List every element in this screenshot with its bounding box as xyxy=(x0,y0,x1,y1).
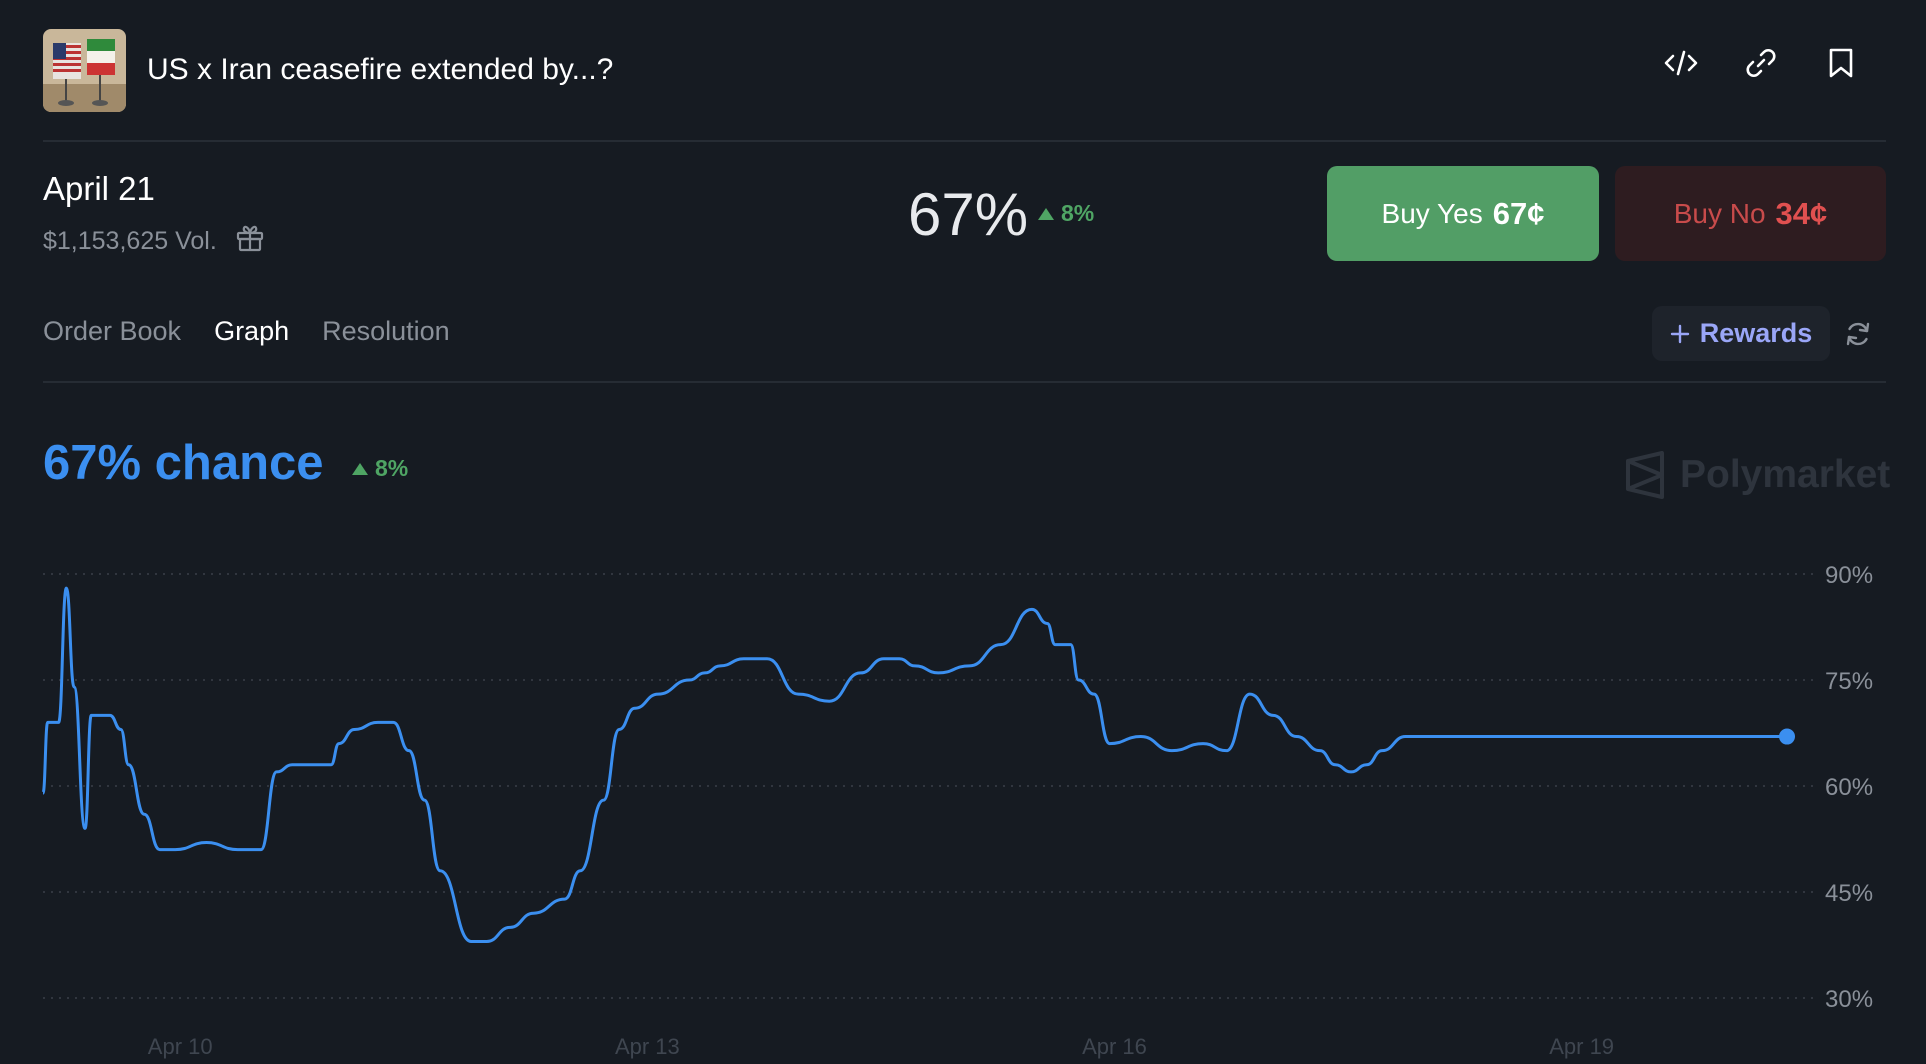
y-tick-label: 75% xyxy=(1825,668,1873,695)
link-icon[interactable] xyxy=(1744,46,1778,80)
y-tick-label: 90% xyxy=(1825,562,1873,589)
volume-text: $1,153,625 Vol. xyxy=(43,227,217,255)
y-tick-label: 45% xyxy=(1825,880,1873,907)
series-line xyxy=(41,586,1787,943)
tab-bar: Order Book Graph Resolution xyxy=(43,316,450,347)
polymarket-logo-icon xyxy=(1626,451,1664,499)
x-tick-label: Apr 10 xyxy=(148,1034,213,1059)
header-divider xyxy=(43,140,1886,142)
bookmark-icon[interactable] xyxy=(1824,46,1858,80)
x-tick-label: Apr 16 xyxy=(1082,1034,1147,1059)
buy-yes-button[interactable]: Buy Yes 67¢ xyxy=(1327,166,1599,261)
buy-no-label: Buy No xyxy=(1673,197,1766,229)
last-point-marker[interactable] xyxy=(1779,728,1795,745)
tab-resolution[interactable]: Resolution xyxy=(322,316,450,346)
tab-order-book[interactable]: Order Book xyxy=(43,316,182,346)
x-tick-label: Apr 13 xyxy=(615,1034,680,1059)
rewards-label: Rewards xyxy=(1699,318,1813,348)
tabs-divider xyxy=(43,381,1886,383)
change-value: 8% xyxy=(1061,200,1095,226)
y-tick-label: 60% xyxy=(1825,774,1873,801)
buy-no-button[interactable]: Buy No 34¢ xyxy=(1615,166,1886,261)
market-thumbnail xyxy=(43,28,126,112)
rewards-button[interactable]: Rewards xyxy=(1652,306,1830,361)
header-actions xyxy=(1664,46,1858,80)
market-date: April 21 xyxy=(43,170,155,207)
gift-icon[interactable] xyxy=(235,223,265,260)
buy-no-price: 34¢ xyxy=(1775,195,1828,231)
up-arrow-icon xyxy=(1038,207,1054,220)
watermark-text: Polymarket xyxy=(1680,453,1891,496)
market-header: US x Iran ceasefire extended by...? xyxy=(43,28,1886,112)
embed-icon[interactable] xyxy=(1664,46,1698,80)
market-volume: $1,153,625 Vol. xyxy=(43,223,265,260)
chance-change: 8% xyxy=(352,455,408,482)
chance-change-value: 8% xyxy=(375,455,409,481)
refresh-icon[interactable] xyxy=(1840,316,1876,352)
buy-yes-price: 67¢ xyxy=(1492,195,1545,231)
buy-yes-label: Buy Yes xyxy=(1381,197,1483,229)
up-arrow-icon xyxy=(352,462,368,475)
probability-value: 67% xyxy=(908,181,1029,248)
chance-headline: 67% chance xyxy=(43,436,324,490)
market-title: US x Iran ceasefire extended by...? xyxy=(147,53,614,86)
probability-chart: 90% 75% 60% 45% 30% Apr 10 Apr 13 Apr 16 Apr 19 xyxy=(41,562,1873,1059)
probability-change: 8% xyxy=(1038,200,1094,227)
tab-graph[interactable]: Graph xyxy=(214,316,290,346)
y-tick-label: 30% xyxy=(1825,986,1873,1013)
polymarket-watermark: Polymarket xyxy=(1624,451,1890,499)
x-tick-label: Apr 19 xyxy=(1549,1034,1614,1059)
plus-icon xyxy=(1670,324,1689,343)
